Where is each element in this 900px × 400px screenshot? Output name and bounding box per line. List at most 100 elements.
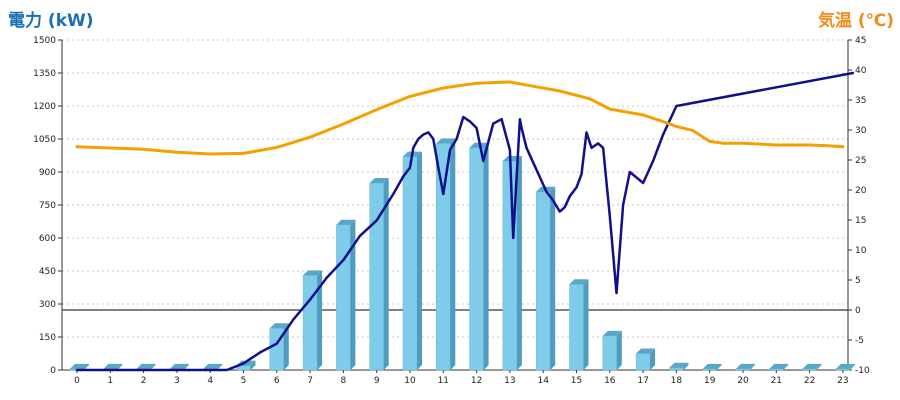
x-tick-label: 9 — [374, 376, 380, 386]
bar — [735, 368, 751, 371]
right-tick-label: 25 — [855, 156, 866, 166]
x-tick-label: 6 — [274, 376, 280, 386]
x-tick-label: 2 — [141, 376, 147, 386]
right-tick-label: 40 — [855, 66, 867, 76]
bar-side — [150, 363, 156, 370]
right-tick-label: -10 — [855, 366, 870, 376]
bar-top — [669, 362, 689, 368]
bar-top — [602, 330, 622, 336]
bar-top — [636, 348, 656, 354]
bar-top — [269, 323, 289, 329]
x-tick-label: 0 — [74, 376, 80, 386]
x-tick-label: 23 — [837, 376, 848, 386]
bar-top — [336, 219, 356, 225]
bar-side — [683, 362, 689, 370]
x-tick-label: 19 — [704, 376, 716, 386]
left-tick-label: 300 — [39, 300, 56, 310]
x-tick-label: 7 — [307, 376, 313, 386]
x-tick-label: 4 — [207, 376, 213, 386]
bar-side — [450, 138, 456, 370]
bar — [336, 224, 351, 371]
x-tick-label: 14 — [537, 376, 549, 386]
bar-side — [183, 363, 189, 370]
right-tick-label: 45 — [855, 36, 866, 46]
bar-side — [550, 186, 556, 370]
left-tick-label: 1350 — [33, 69, 56, 79]
bar — [702, 368, 717, 371]
left-tick-label: 600 — [39, 234, 56, 244]
bar — [302, 275, 318, 371]
left-tick-label: 450 — [39, 267, 56, 277]
bar-side — [650, 348, 656, 370]
bar-side — [250, 360, 256, 370]
x-tick-label: 5 — [241, 376, 247, 386]
bar-side — [750, 363, 755, 370]
right-tick-label: 15 — [855, 216, 866, 226]
left-tick-label: 1050 — [33, 135, 56, 145]
right-tick-label: 35 — [855, 96, 866, 106]
bar-side — [616, 330, 622, 370]
power-line — [75, 71, 855, 372]
x-tick-label: 22 — [804, 376, 815, 386]
bar-side — [849, 363, 855, 370]
x-tick-label: 8 — [341, 376, 347, 386]
bar-top — [169, 363, 189, 369]
x-tick-label: 15 — [571, 376, 582, 386]
x-tick-label: 11 — [438, 376, 449, 386]
left-tick-label: 750 — [39, 201, 56, 211]
bar-side — [483, 142, 489, 370]
bar-top — [569, 279, 589, 285]
bar-top — [802, 363, 822, 369]
x-tick-label: 12 — [471, 376, 482, 386]
bar — [769, 368, 784, 371]
bar-side — [516, 156, 522, 370]
bar — [635, 353, 651, 371]
bar — [669, 367, 684, 371]
bar — [469, 147, 484, 371]
temperature-line — [75, 80, 845, 156]
x-tick-label: 13 — [504, 376, 515, 386]
x-tick-label: 18 — [671, 376, 683, 386]
right-tick-label: 5 — [855, 276, 861, 286]
bar-side — [716, 363, 722, 370]
left-tick-label: 1200 — [33, 102, 56, 112]
left-tick-label: 0 — [50, 366, 56, 376]
bar-side — [317, 270, 323, 370]
bar-side — [217, 363, 223, 370]
left-tick-label: 1500 — [33, 36, 56, 46]
right-tick-label: 20 — [855, 186, 867, 196]
bar-top — [436, 138, 456, 144]
bar — [402, 156, 418, 371]
left-tick-label: 150 — [39, 333, 56, 343]
bar-side — [783, 363, 789, 370]
x-tick-label: 16 — [604, 376, 616, 386]
x-tick-label: 3 — [174, 376, 180, 386]
bar-top — [203, 363, 223, 369]
bar-top — [103, 363, 123, 369]
right-tick-label: 0 — [855, 306, 861, 316]
bar-side — [84, 363, 89, 370]
x-tick-label: 10 — [404, 376, 416, 386]
bar-top — [70, 363, 89, 369]
right-tick-label: 30 — [855, 126, 867, 136]
bar-side — [283, 323, 289, 370]
bar-top — [702, 363, 722, 369]
right-tick-label: -5 — [855, 336, 864, 346]
bar-side — [583, 279, 589, 370]
x-tick-label: 17 — [637, 376, 648, 386]
bar — [802, 368, 817, 371]
x-tick-label: 20 — [737, 376, 749, 386]
bar-top — [369, 178, 389, 183]
bar — [602, 335, 618, 371]
left-tick-label: 900 — [39, 168, 56, 178]
bar-side — [117, 363, 123, 370]
bar — [535, 191, 551, 371]
bar-side — [417, 151, 422, 370]
bar-top — [303, 270, 323, 276]
right-tick-label: 10 — [855, 246, 867, 256]
bar-top — [736, 363, 755, 369]
left-axis-title: 電力 (kW) — [8, 11, 94, 31]
right-axis-title: 気温 (℃) — [817, 11, 894, 31]
